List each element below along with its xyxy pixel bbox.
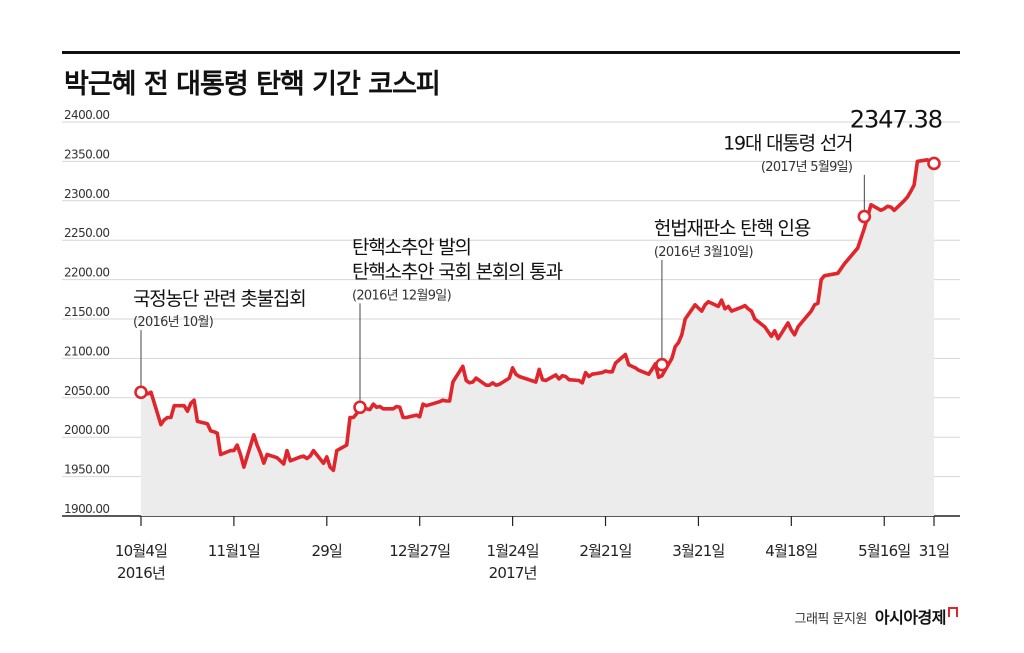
area-layer (141, 159, 934, 517)
line-layer (139, 158, 936, 473)
x-tick-label: 31일 (919, 542, 950, 560)
x-tick-label: 2월21일 (579, 542, 631, 560)
y-tick-label: 2350.00 (64, 147, 109, 161)
annotation-label-2: 탄핵소추안 국회 본회의 통과 (352, 261, 563, 283)
kospi-line-chart: 1900.00 1950.00 2000.00 2050.00 2100.00 2150.… (62, 106, 960, 582)
top-rule (62, 51, 960, 54)
y-tick-label: 2300.00 (64, 187, 109, 201)
annotation-sublabel: (2017년 5월9일) (761, 160, 852, 175)
x-tick-label: 12월27일 (389, 542, 450, 560)
y-tick-label: 2000.00 (64, 423, 109, 437)
y-tick-label: 2200.00 (64, 266, 109, 280)
y-tick-label: 2250.00 (64, 226, 109, 240)
y-tick-label: 2150.00 (64, 305, 109, 319)
annotation-sublabel: (2016년 10월) (133, 315, 213, 330)
annotation-label: 헌법재판소 탄핵 인용 (654, 218, 811, 240)
chart-title: 박근혜 전 대통령 탄핵 기간 코스피 (64, 69, 441, 100)
brand-mark-icon (948, 607, 958, 617)
y-tick-label: 2400.00 (64, 108, 109, 122)
x-tick-label: 4월18일 (765, 542, 817, 560)
annotation-marker (353, 400, 367, 415)
annotation-sublabel: (2016년 12월9일) (352, 288, 451, 303)
footer: 그래픽 문지원 아시아경제 (794, 604, 958, 628)
brand-logo: 아시아경제 (875, 604, 958, 628)
annotation-marker (927, 156, 941, 171)
x-tick-sublabel: 2016년 (117, 564, 165, 582)
x-tick-label: 10월4일 (115, 542, 167, 560)
annotation-label: 탄핵소추안 발의 (352, 237, 471, 259)
y-tick-label: 2100.00 (64, 344, 109, 358)
kospi-series-line (139, 158, 936, 473)
x-tick-sublabel: 2017년 (489, 564, 537, 582)
annotation-sublabel: (2016년 3월10일) (654, 245, 753, 260)
annotation-label: 국정농단 관련 촛불집회 (133, 288, 305, 310)
brand-name: 아시아경제 (874, 608, 947, 627)
annotation-marker (655, 357, 669, 372)
x-tick-label: 3월21일 (672, 542, 724, 560)
y-tick-label: 1900.00 (64, 502, 109, 516)
annotation-label: 19대 대통령 선거 (723, 133, 852, 155)
area-fill (141, 159, 934, 517)
y-tick-label: 1950.00 (64, 463, 109, 477)
x-tick-label: 5월16일 (858, 542, 910, 560)
graphic-credit: 그래픽 문지원 (794, 612, 867, 627)
annotation-marker (134, 385, 148, 400)
annotation-marker (857, 209, 872, 224)
x-tick-label: 1월24일 (486, 542, 538, 560)
x-tick-label: 29일 (312, 542, 343, 560)
y-tick-label: 2050.00 (64, 384, 109, 398)
x-tick-label: 11월1일 (208, 542, 260, 560)
axis-layer: 10월4일 2016년 11월1일 29일 12월27일 1월24일 2017년 2월21일 3… (115, 516, 950, 582)
last-value-label: 2347.38 (850, 106, 942, 134)
